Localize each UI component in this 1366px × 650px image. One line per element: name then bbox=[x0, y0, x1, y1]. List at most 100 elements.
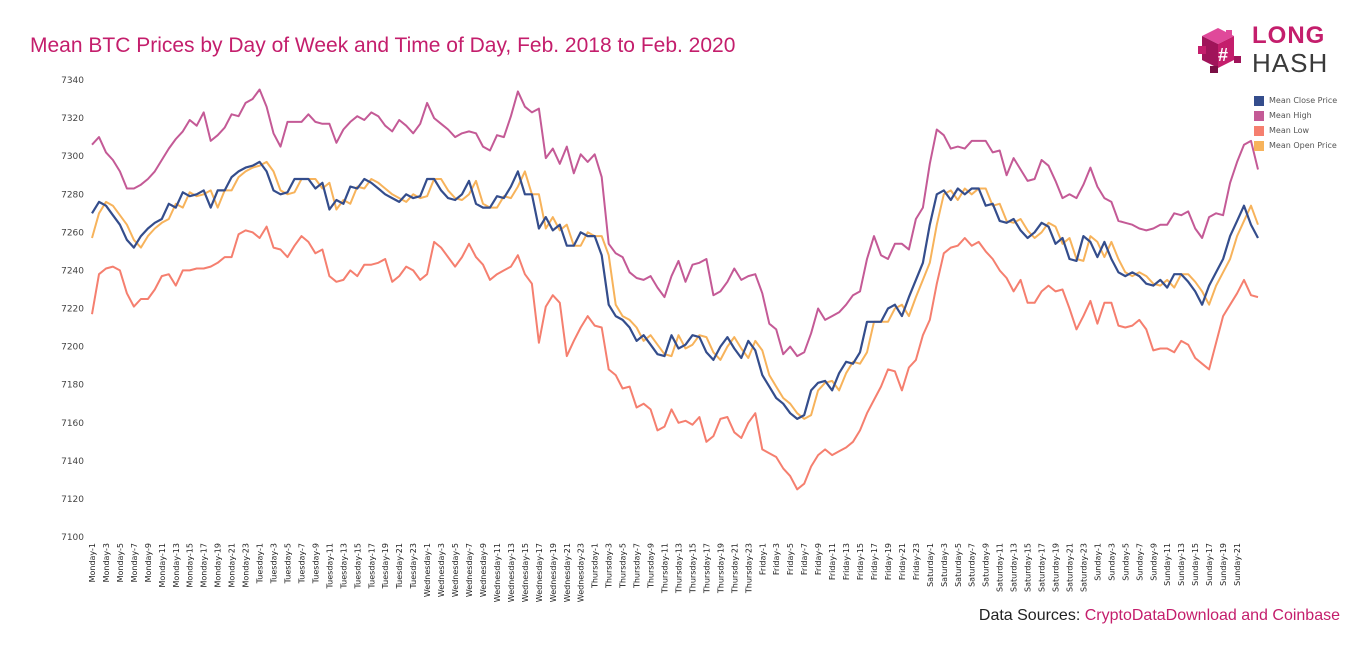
x-tick-label: Sunday-7 bbox=[1135, 543, 1144, 581]
x-tick-label: Saturday-5 bbox=[954, 543, 963, 587]
legend-swatch-open bbox=[1254, 140, 1264, 151]
x-tick-label: Wednesday-1 bbox=[423, 543, 432, 597]
x-tick-label: Wednesday-21 bbox=[563, 543, 572, 602]
series-line-low[interactable] bbox=[91, 225, 1259, 491]
x-tick-label: Wednesday-3 bbox=[437, 543, 446, 597]
x-tick-label: Sunday-9 bbox=[1149, 543, 1158, 581]
x-tick-label: Saturday-7 bbox=[968, 543, 977, 587]
x-tick-label: Sunday-17 bbox=[1205, 543, 1214, 586]
x-tick-label: Monday-17 bbox=[200, 543, 209, 588]
x-tick-label: Thursday-23 bbox=[744, 543, 753, 594]
x-tick-label: Thursday-13 bbox=[675, 543, 684, 594]
x-tick-label: Wednesday-17 bbox=[535, 543, 544, 602]
x-tick-label: Saturday-17 bbox=[1038, 543, 1047, 592]
y-tick-label: 7120 bbox=[61, 495, 84, 505]
x-tick-label: Monday-5 bbox=[116, 543, 125, 582]
x-tick-label: Sunday-15 bbox=[1191, 543, 1200, 586]
y-tick-label: 7200 bbox=[61, 343, 84, 353]
x-tick-label: Saturday-15 bbox=[1024, 543, 1033, 592]
x-tick-label: Wednesday-11 bbox=[493, 543, 502, 602]
data-source-prefix: Data Sources: bbox=[978, 607, 1081, 624]
x-tick-label: Tuesday-17 bbox=[367, 543, 376, 589]
x-tick-label: Thursday-19 bbox=[716, 543, 725, 594]
x-tick-label: Friday-5 bbox=[786, 543, 795, 575]
x-tick-label: Saturday-11 bbox=[996, 543, 1005, 592]
x-tick-label: Tuesday-21 bbox=[395, 543, 404, 589]
x-tick-label: Tuesday-15 bbox=[353, 543, 362, 589]
x-tick-label: Monday-9 bbox=[144, 543, 153, 582]
y-tick-label: 7220 bbox=[61, 305, 84, 315]
legend-label-low: Mean Low bbox=[1269, 126, 1310, 135]
y-tick-label: 7100 bbox=[61, 533, 84, 543]
longhash-cube-logo-icon: # bbox=[1198, 28, 1241, 73]
y-tick-label: 7280 bbox=[61, 190, 84, 200]
x-tick-label: Wednesday-7 bbox=[465, 543, 474, 597]
x-tick-label: Thursday-1 bbox=[591, 543, 600, 589]
y-tick-label: 7340 bbox=[61, 76, 84, 86]
x-tick-label: Friday-15 bbox=[856, 543, 865, 580]
chart-legend: Mean Close Price Mean High Mean Low Mean… bbox=[1254, 93, 1337, 153]
x-tick-label: Sunday-13 bbox=[1177, 543, 1186, 586]
series-line-high[interactable] bbox=[91, 88, 1259, 358]
legend-item-low[interactable]: Mean Low bbox=[1254, 123, 1337, 138]
x-tick-label: Saturday-21 bbox=[1066, 543, 1075, 592]
x-tick-label: Friday-7 bbox=[800, 543, 809, 575]
x-tick-label: Wednesday-9 bbox=[479, 543, 488, 597]
legend-item-close[interactable]: Mean Close Price bbox=[1254, 93, 1337, 108]
legend-item-open[interactable]: Mean Open Price bbox=[1254, 138, 1337, 153]
x-tick-label: Wednesday-15 bbox=[521, 543, 530, 602]
logo-text-hash: HASH bbox=[1252, 48, 1329, 78]
y-tick-label: 7240 bbox=[61, 266, 84, 276]
x-tick-label: Monday-13 bbox=[172, 543, 181, 588]
x-tick-label: Monday-19 bbox=[214, 543, 223, 588]
x-tick-label: Tuesday-3 bbox=[270, 543, 279, 584]
x-tick-label: Saturday-9 bbox=[982, 543, 991, 587]
x-tick-label: Thursday-9 bbox=[647, 543, 656, 589]
x-tick-label: Tuesday-7 bbox=[298, 543, 307, 584]
x-tick-label: Thursday-7 bbox=[633, 543, 642, 589]
y-tick-label: 7300 bbox=[61, 152, 84, 162]
x-tick-label: Tuesday-1 bbox=[256, 543, 265, 584]
x-tick-label: Monday-3 bbox=[102, 543, 111, 582]
x-tick-label: Friday-19 bbox=[884, 543, 893, 580]
x-tick-label: Wednesday-5 bbox=[451, 543, 460, 597]
x-tick-label: Sunday-19 bbox=[1219, 543, 1228, 586]
data-source-note: Data Sources: CryptoDataDownload and Coi… bbox=[979, 607, 1340, 625]
x-tick-label: Thursday-11 bbox=[661, 543, 670, 594]
x-tick-label: Thursday-3 bbox=[605, 543, 614, 589]
x-tick-label: Sunday-5 bbox=[1121, 543, 1130, 581]
y-tick-label: 7320 bbox=[61, 114, 84, 124]
series-line-open[interactable] bbox=[91, 160, 1259, 420]
legend-item-high[interactable]: Mean High bbox=[1254, 108, 1337, 123]
longhash-logo[interactable]: # LONG HASH bbox=[1196, 22, 1346, 78]
x-tick-label: Monday-15 bbox=[186, 543, 195, 588]
y-tick-label: 7260 bbox=[61, 228, 84, 238]
x-tick-label: Thursday-15 bbox=[689, 543, 698, 594]
x-tick-label: Wednesday-13 bbox=[507, 543, 516, 602]
x-tick-label: Monday-7 bbox=[130, 543, 139, 582]
x-tick-label: Monday-21 bbox=[228, 543, 237, 588]
legend-swatch-high bbox=[1254, 110, 1264, 121]
logo-text-long: LONG bbox=[1252, 22, 1326, 49]
x-tick-label: Saturday-3 bbox=[940, 543, 949, 587]
x-tick-label: Thursday-17 bbox=[702, 543, 711, 594]
series-line-close[interactable] bbox=[91, 160, 1259, 420]
x-axis: Monday-1 Monday-3 Monday-5 Monday-7 Monday-9… bbox=[88, 543, 1242, 602]
x-tick-label: Saturday-19 bbox=[1052, 543, 1061, 592]
x-tick-label: Monday-1 bbox=[88, 543, 97, 582]
legend-swatch-low bbox=[1254, 125, 1264, 136]
x-tick-label: Sunday-11 bbox=[1163, 543, 1172, 586]
x-tick-label: Saturday-13 bbox=[1010, 543, 1019, 592]
legend-label-open: Mean Open Price bbox=[1269, 141, 1337, 150]
x-tick-label: Friday-23 bbox=[912, 543, 921, 580]
x-tick-label: Thursday-5 bbox=[619, 543, 628, 589]
x-tick-label: Tuesday-9 bbox=[311, 543, 320, 584]
data-source-links[interactable]: CryptoDataDownload and Coinbase bbox=[1084, 607, 1340, 624]
logo-hash-glyph: # bbox=[1218, 45, 1228, 65]
x-tick-label: Friday-11 bbox=[828, 543, 837, 580]
x-tick-label: Thursday-21 bbox=[730, 543, 739, 594]
legend-swatch-close bbox=[1254, 95, 1264, 106]
y-axis: 7100 7120 7140 7160 7180 7200 7220 7240 7260 7280… bbox=[61, 76, 84, 543]
x-tick-label: Sunday-3 bbox=[1107, 543, 1116, 581]
